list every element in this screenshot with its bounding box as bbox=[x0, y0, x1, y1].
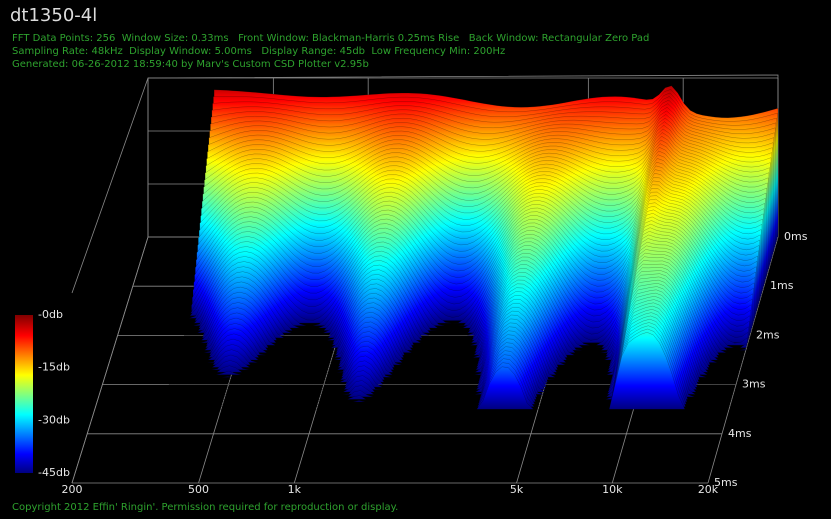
y-tick-label: 3ms bbox=[742, 378, 766, 391]
frame bbox=[71, 77, 149, 294]
surface-slice bbox=[161, 332, 729, 410]
y-tick-label: 2ms bbox=[756, 328, 780, 341]
chart-title: dt1350-4l bbox=[10, 5, 97, 26]
x-tick-label: 200 bbox=[62, 483, 83, 496]
grid-line bbox=[71, 236, 149, 484]
colorbar-label: -0db bbox=[38, 308, 63, 321]
surface-slice bbox=[186, 220, 753, 329]
surface-slice bbox=[185, 223, 752, 331]
color-bar bbox=[15, 315, 33, 473]
footer: Copyright 2012 Effin' Ringin'. Permissio… bbox=[12, 502, 398, 513]
y-tick-label: 4ms bbox=[728, 427, 752, 440]
y-tick-label: 1ms bbox=[770, 279, 794, 292]
x-tick-label: 10k bbox=[602, 483, 623, 496]
x-tick-label: 20k bbox=[698, 483, 719, 496]
colorbar-label: -30db bbox=[38, 413, 70, 426]
colorbar-label: -45db bbox=[38, 466, 70, 479]
x-tick-label: 500 bbox=[188, 483, 209, 496]
x-tick-label: 1k bbox=[288, 483, 302, 496]
y-tick-label: 0ms bbox=[784, 230, 808, 243]
subtitle: Sampling Rate: 48kHz Display Window: 5.0… bbox=[12, 46, 505, 57]
subtitle: FFT Data Points: 256 Window Size: 0.33ms… bbox=[12, 33, 649, 44]
colorbar-label: -15db bbox=[38, 361, 70, 374]
y-tick-label: 5ms bbox=[714, 476, 738, 489]
x-tick-label: 5k bbox=[510, 483, 524, 496]
subtitle: Generated: 06-26-2012 18:59:40 by Marv's… bbox=[12, 59, 369, 70]
axis-labels: 200 500 1k 5k 10k 20k 0ms 1ms 2ms 3ms 4ms 5ms -0db -1… bbox=[38, 230, 808, 496]
surface bbox=[161, 85, 779, 410]
